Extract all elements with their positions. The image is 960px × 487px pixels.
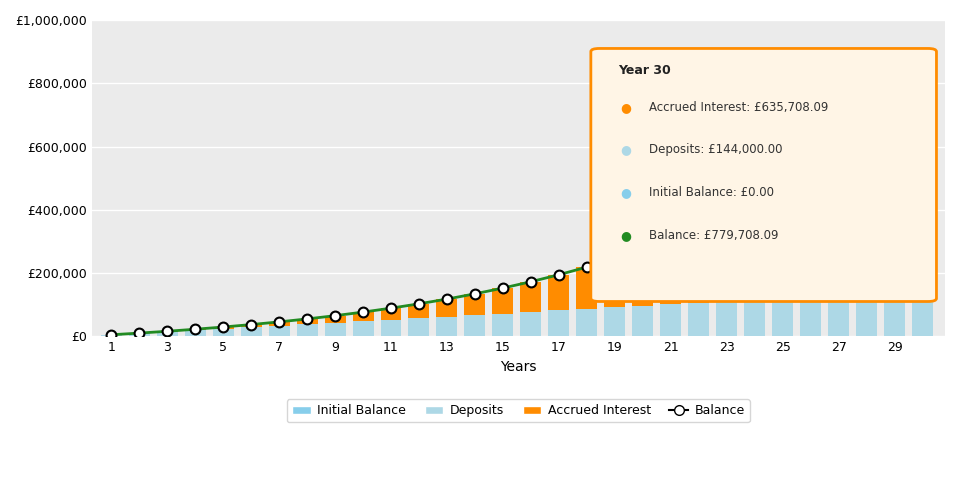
Point — [411, 300, 426, 308]
Point — [132, 329, 147, 337]
Bar — [856, 132, 877, 294]
Bar — [184, 330, 205, 337]
Point — [775, 183, 790, 191]
Bar — [465, 315, 486, 337]
Point — [859, 129, 875, 136]
Point — [747, 198, 762, 206]
Bar — [716, 216, 737, 301]
Text: Balance: £779,708.09: Balance: £779,708.09 — [649, 229, 779, 242]
Text: Accrued Interest: £635,708.09: Accrued Interest: £635,708.09 — [649, 101, 828, 113]
Bar — [744, 300, 765, 337]
Bar — [184, 329, 205, 330]
Bar — [688, 303, 709, 337]
Bar — [801, 297, 821, 337]
Point — [440, 295, 455, 303]
Point — [691, 224, 707, 232]
Point — [607, 255, 622, 262]
Bar — [409, 318, 429, 337]
Bar — [352, 321, 373, 337]
Bar — [380, 319, 401, 337]
Bar — [605, 259, 625, 307]
Text: Initial Balance: £0.00: Initial Balance: £0.00 — [649, 186, 774, 199]
Bar — [884, 111, 905, 292]
Bar — [492, 288, 514, 314]
Point — [327, 312, 343, 319]
Text: ●: ● — [621, 101, 632, 113]
Bar — [156, 332, 178, 337]
Point — [244, 320, 259, 328]
Bar — [437, 317, 458, 337]
Point — [803, 167, 818, 174]
Bar — [129, 333, 150, 337]
Bar — [324, 322, 346, 337]
Bar — [912, 87, 933, 291]
Point — [300, 315, 315, 323]
Bar — [576, 267, 597, 309]
Text: ●: ● — [621, 229, 632, 242]
Point — [272, 318, 287, 326]
Bar — [912, 291, 933, 337]
Text: ●: ● — [621, 186, 632, 199]
Bar — [856, 294, 877, 337]
Bar — [633, 249, 654, 306]
Bar — [212, 327, 233, 329]
Point — [579, 263, 594, 271]
Bar — [297, 324, 318, 337]
Point — [551, 271, 566, 279]
Point — [159, 327, 175, 335]
Point — [831, 149, 847, 156]
FancyBboxPatch shape — [590, 49, 936, 301]
Bar — [548, 311, 569, 337]
Point — [468, 290, 483, 298]
Bar — [716, 301, 737, 337]
Point — [383, 304, 398, 312]
Bar — [828, 295, 850, 337]
Point — [915, 83, 930, 91]
Bar — [492, 314, 514, 337]
Text: Year 30: Year 30 — [618, 64, 671, 77]
Point — [104, 331, 119, 338]
Bar — [409, 304, 429, 318]
Bar — [380, 308, 401, 319]
Bar — [465, 294, 486, 315]
Bar — [633, 306, 654, 337]
Point — [523, 278, 539, 285]
Bar — [772, 299, 793, 337]
Bar — [605, 307, 625, 337]
Point — [636, 245, 651, 253]
Bar — [269, 326, 290, 337]
Legend: Initial Balance, Deposits, Accrued Interest, Balance: Initial Balance, Deposits, Accrued Inter… — [287, 399, 750, 423]
Point — [187, 325, 203, 333]
Bar — [772, 187, 793, 299]
Bar — [884, 292, 905, 337]
Bar — [576, 309, 597, 337]
Bar — [520, 312, 541, 337]
Bar — [828, 152, 850, 295]
Point — [663, 235, 679, 243]
Bar — [352, 312, 373, 321]
Point — [355, 308, 371, 316]
Bar — [212, 329, 233, 337]
X-axis label: Years: Years — [500, 360, 537, 374]
Bar — [660, 304, 682, 337]
Bar — [801, 170, 821, 297]
Bar — [241, 324, 261, 327]
Point — [719, 212, 734, 220]
Bar — [744, 202, 765, 300]
Bar — [548, 275, 569, 311]
Bar — [101, 335, 122, 337]
Bar — [688, 228, 709, 303]
Bar — [324, 316, 346, 322]
Bar — [437, 299, 458, 317]
Bar — [241, 327, 261, 337]
Bar — [297, 319, 318, 324]
Bar — [269, 322, 290, 326]
Point — [887, 107, 902, 114]
Bar — [520, 281, 541, 312]
Point — [215, 323, 230, 331]
Point — [495, 284, 511, 292]
Text: Deposits: £144,000.00: Deposits: £144,000.00 — [649, 143, 782, 156]
Bar — [660, 239, 682, 304]
Text: ●: ● — [621, 143, 632, 156]
